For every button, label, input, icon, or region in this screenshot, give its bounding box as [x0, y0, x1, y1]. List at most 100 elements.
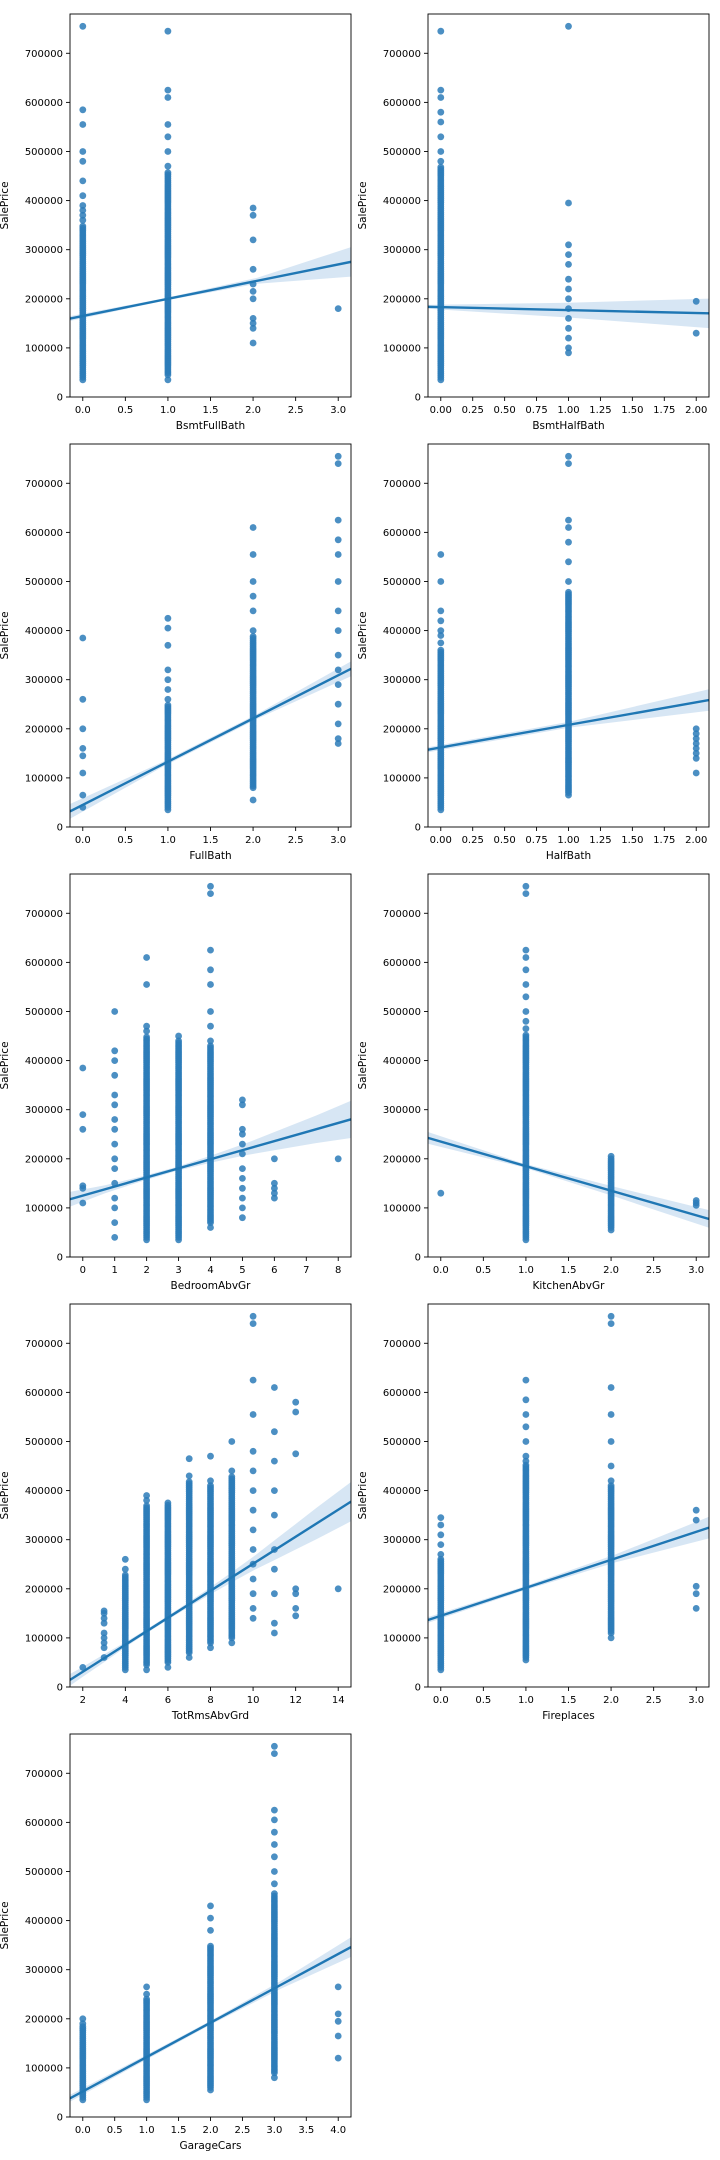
y-tick-label: 700000 — [383, 479, 421, 490]
data-point — [111, 1008, 119, 1015]
y-tick-label: 600000 — [25, 98, 63, 109]
data-point — [164, 27, 172, 35]
data-point — [185, 1654, 193, 1661]
data-point — [111, 1194, 119, 1202]
data-point — [565, 460, 572, 467]
data-point — [692, 754, 700, 762]
data-point — [437, 1555, 445, 1563]
y-tick-label: 200000 — [383, 1154, 421, 1165]
data-point — [271, 1428, 278, 1436]
y-axis-label: SalePrice — [0, 181, 11, 229]
data-point — [207, 1942, 214, 1950]
data-point — [334, 452, 342, 460]
y-tick-label: 300000 — [383, 245, 421, 256]
data-point — [249, 1546, 257, 1553]
data-point — [239, 1096, 246, 1104]
data-point — [249, 1575, 257, 1583]
regression-line — [428, 698, 709, 751]
data-point — [565, 344, 572, 352]
x-tick-label: 0.25 — [462, 405, 484, 416]
x-tick-label: 5 — [239, 1265, 245, 1276]
plot-area — [428, 1312, 709, 1674]
data-point — [79, 207, 87, 214]
data-point — [271, 1841, 278, 1848]
data-point — [239, 1194, 246, 1202]
data-point — [249, 204, 257, 212]
data-point — [607, 1634, 615, 1642]
y-tick-label: 400000 — [383, 1056, 421, 1067]
data-point — [565, 241, 572, 249]
y-tick-label: 400000 — [25, 1916, 63, 1927]
data-point — [207, 1477, 214, 1485]
data-point — [164, 94, 172, 101]
y-tick-label: 0 — [57, 1253, 63, 1264]
data-point — [79, 1125, 87, 1133]
data-point — [164, 1499, 172, 1507]
x-tick-label: 1.25 — [589, 405, 611, 416]
data-point — [334, 2010, 342, 2018]
y-tick-label: 0 — [415, 1683, 421, 1694]
data-point — [100, 1619, 108, 1627]
data-point — [692, 1506, 700, 1514]
data-point — [271, 1184, 278, 1192]
x-tick-label: 1.5 — [203, 835, 219, 846]
data-point — [249, 796, 257, 804]
data-point — [239, 1130, 246, 1138]
data-point — [271, 1590, 278, 1598]
data-point — [207, 966, 214, 974]
data-point — [249, 1590, 257, 1598]
data-point — [271, 1511, 278, 1519]
y-tick-label: 0 — [415, 1253, 421, 1264]
x-tick-label: 3.0 — [266, 2125, 282, 2136]
x-tick-label: 2.5 — [234, 2125, 250, 2136]
subplot-8: 0.0 0.5 1.0 1.5 2.0 2.5 3.0 0 100000 200000 300000… — [357, 1303, 710, 1722]
y-tick-label: 300000 — [383, 675, 421, 686]
data-point — [143, 1022, 151, 1030]
x-tick-label: 3.5 — [298, 2125, 314, 2136]
y-tick-label: 300000 — [383, 1535, 421, 1546]
data-point — [79, 121, 87, 128]
data-point — [271, 1384, 278, 1391]
data-point — [607, 1477, 615, 1485]
data-point — [79, 695, 87, 703]
data-point — [185, 1478, 193, 1486]
data-point — [334, 460, 342, 467]
data-point — [565, 524, 572, 531]
regression-line — [70, 1946, 351, 2100]
y-axis-label: SalePrice — [0, 1041, 11, 1089]
y-tick-label: 100000 — [383, 343, 421, 354]
x-tick-label: 2 — [80, 1695, 86, 1706]
data-point — [334, 578, 342, 585]
x-tick-label: 0.75 — [525, 405, 547, 416]
regression-line — [70, 260, 351, 320]
data-point — [271, 1179, 278, 1187]
x-tick-label: 2.5 — [646, 1265, 662, 1276]
data-point — [207, 882, 214, 890]
data-point — [111, 1140, 119, 1148]
data-point — [79, 22, 87, 30]
data-point — [79, 106, 87, 114]
data-point — [334, 720, 342, 728]
data-point — [79, 1184, 87, 1192]
data-point — [271, 1742, 278, 1750]
y-tick-label: 500000 — [25, 1867, 63, 1878]
x-tick-label: 3.0 — [330, 405, 346, 416]
data-point — [164, 133, 172, 141]
data-point — [249, 265, 257, 273]
data-point — [437, 1541, 445, 1548]
x-tick-label: 1.75 — [653, 405, 675, 416]
y-tick-label: 700000 — [25, 479, 63, 490]
data-point — [164, 666, 172, 674]
data-point — [249, 1411, 257, 1418]
data-point — [607, 1312, 615, 1320]
y-tick-label: 400000 — [25, 1056, 63, 1067]
data-point — [271, 1487, 278, 1494]
y-tick-label: 700000 — [383, 1339, 421, 1350]
x-tick-label: 0.5 — [475, 1265, 491, 1276]
x-axis-label: BsmtHalfBath — [532, 420, 604, 432]
x-axis-label: FullBath — [189, 850, 231, 862]
data-point — [111, 1165, 119, 1172]
x-tick-label: 1.75 — [653, 835, 675, 846]
x-tick-label: 2.0 — [203, 2125, 219, 2136]
